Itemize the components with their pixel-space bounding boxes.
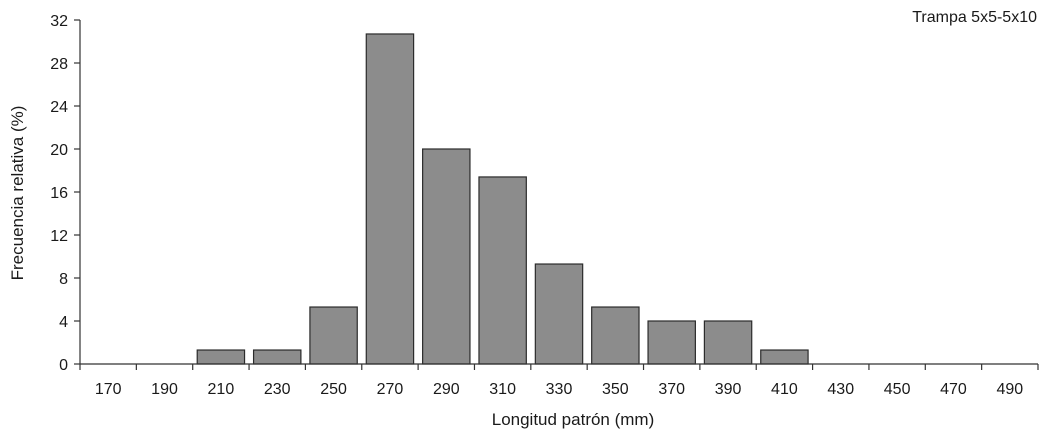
x-tick-label: 390: [715, 381, 742, 398]
y-tick-label: 0: [59, 357, 68, 374]
x-tick-label: 290: [433, 381, 460, 398]
chart-annotation: Trampa 5x5-5x10: [912, 9, 1037, 26]
x-tick-label: 170: [95, 381, 122, 398]
x-tick-label: 230: [264, 381, 291, 398]
bar-350: [591, 306, 640, 365]
x-tick-label: 270: [377, 381, 404, 398]
x-tick-label: 190: [151, 381, 178, 398]
y-tick-label: 16: [50, 185, 68, 202]
bar-310: [478, 176, 527, 365]
bar-370: [647, 320, 696, 365]
bar-330: [534, 263, 584, 365]
y-tick-label: 28: [50, 56, 68, 73]
x-axis-title: Longitud patrón (mm): [492, 410, 655, 429]
x-tick-label: 350: [602, 381, 629, 398]
bar-210: [196, 349, 246, 365]
x-axis-ticks: 170 190 210 230 250 270 290 310 330 350 370 390 410 4…: [79, 364, 1039, 398]
x-tick-label: 450: [884, 381, 911, 398]
bar-290: [422, 148, 471, 365]
x-tick-label: 430: [827, 381, 854, 398]
x-tick-label: 210: [208, 381, 235, 398]
x-tick-label: 250: [320, 381, 347, 398]
bars: [196, 33, 809, 365]
y-axis-title: Frecuencia relativa (%): [8, 106, 27, 281]
bar-410: [760, 349, 809, 365]
y-tick-label: 12: [50, 228, 68, 245]
y-tick-label: 24: [50, 99, 68, 116]
y-axis-ticks: 0 4 8 12 16 20 24 28 32: [50, 13, 80, 374]
bar-270: [365, 33, 415, 365]
x-tick-label: 370: [658, 381, 685, 398]
y-tick-label: 32: [50, 13, 68, 30]
x-tick-label: 490: [996, 381, 1023, 398]
x-tick-label: 310: [489, 381, 516, 398]
x-tick-label: 470: [940, 381, 967, 398]
bar-390: [703, 320, 753, 365]
x-tick-label: 410: [771, 381, 798, 398]
y-tick-label: 4: [59, 314, 68, 331]
bar-250: [309, 306, 358, 365]
y-tick-label: 8: [59, 271, 68, 288]
y-tick-label: 20: [50, 142, 68, 159]
x-tick-label: 330: [546, 381, 573, 398]
bar-230: [252, 349, 302, 365]
